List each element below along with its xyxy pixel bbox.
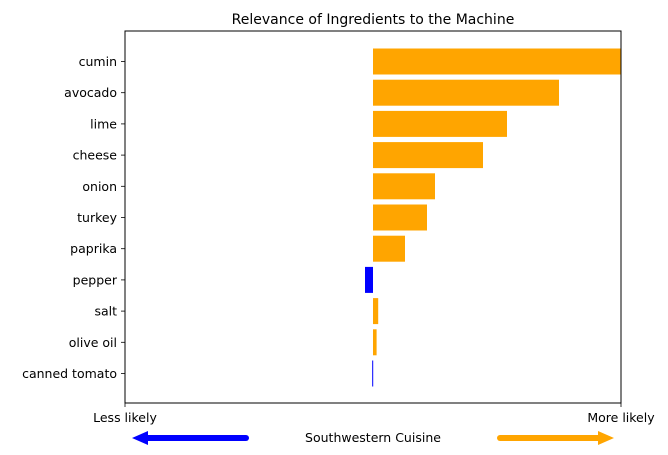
y-tick-label-avocado: avocado — [64, 85, 117, 100]
y-tick-label-olive-oil: olive oil — [69, 335, 117, 350]
y-tick-label-cumin: cumin — [79, 54, 117, 69]
y-tick-label-canned-tomato: canned tomato — [22, 366, 117, 381]
plot-frame — [124, 30, 622, 404]
y-tick-label-cheese: cheese — [73, 148, 118, 163]
y-tick-labels: cumin avocado lime cheese onion turkey paprika… — [22, 54, 118, 381]
bar-pepper — [365, 266, 373, 293]
y-tick-label-onion: onion — [82, 179, 117, 194]
bar-lime — [373, 110, 507, 137]
y-tick-marks — [121, 61, 125, 374]
left-arrow-icon — [132, 431, 249, 445]
bar-paprika — [373, 235, 405, 262]
bar-avocado — [373, 79, 559, 106]
bar-onion — [373, 173, 435, 200]
more-likely-label: More likely — [587, 410, 655, 425]
chart-title: Relevance of Ingredients to the Machine — [232, 12, 515, 28]
y-tick-label-pepper: pepper — [73, 272, 118, 287]
cuisine-label: Southwestern Cuisine — [305, 430, 441, 445]
bar-canned-tomato — [372, 360, 374, 387]
less-likely-label: Less likely — [93, 410, 157, 425]
y-tick-label-turkey: turkey — [77, 210, 117, 225]
bar-salt — [373, 298, 379, 325]
bar-olive-oil — [373, 329, 377, 356]
bar-turkey — [373, 204, 427, 231]
y-tick-label-salt: salt — [94, 304, 117, 319]
bar-cheese — [373, 142, 483, 169]
bars-group — [365, 48, 621, 387]
y-tick-label-paprika: paprika — [70, 241, 117, 256]
y-tick-label-lime: lime — [90, 116, 117, 131]
bar-cumin — [373, 48, 621, 75]
right-arrow-icon — [497, 431, 614, 445]
